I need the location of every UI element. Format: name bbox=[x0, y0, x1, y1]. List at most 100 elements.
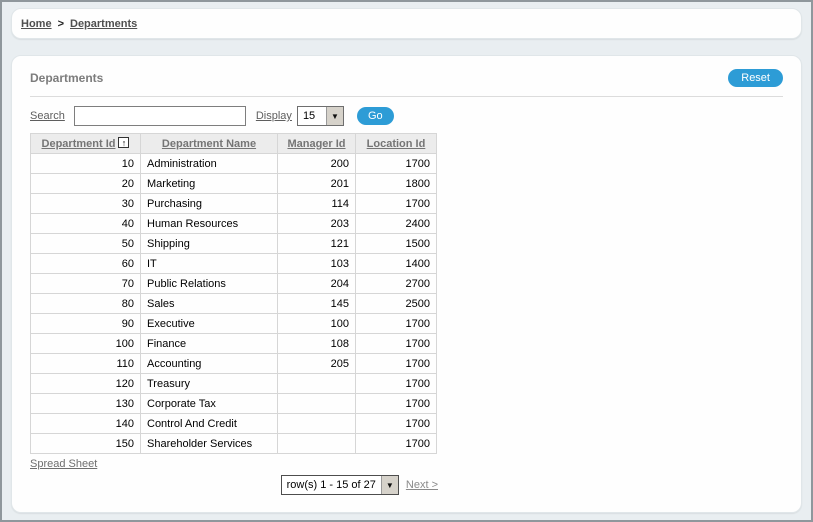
table-cell: Executive bbox=[140, 313, 278, 334]
table-cell: 150 bbox=[30, 433, 141, 454]
sort-ascending-icon[interactable]: ↑ bbox=[118, 137, 130, 148]
search-input[interactable] bbox=[73, 106, 246, 126]
column-header-label: Location Id bbox=[366, 137, 426, 150]
table-cell: Shareholder Services bbox=[140, 433, 278, 454]
breadcrumb-link-departments[interactable]: Departments bbox=[70, 17, 138, 30]
column-header-label: Manager Id bbox=[287, 137, 346, 150]
display-select[interactable]: 15 ▼ bbox=[296, 106, 344, 126]
table-row: 130 Corporate Tax 1700 bbox=[30, 393, 437, 414]
table-cell: 121 bbox=[277, 233, 356, 254]
table-cell: 130 bbox=[30, 393, 141, 414]
display-label[interactable]: Display bbox=[255, 110, 292, 122]
table-cell: 1700 bbox=[355, 393, 437, 414]
table-header-row: Department Id ↑ Department Name Manager I… bbox=[30, 133, 437, 154]
table-cell: 1500 bbox=[355, 233, 437, 254]
column-header-department-name[interactable]: Department Name bbox=[140, 133, 278, 154]
table-cell: 1800 bbox=[355, 173, 437, 194]
table-cell: Control And Credit bbox=[140, 413, 278, 434]
search-label[interactable]: Search bbox=[30, 110, 65, 122]
search-toolbar: Search Display 15 ▼ Go bbox=[30, 106, 783, 126]
table-cell: 70 bbox=[30, 273, 141, 294]
table-cell: 108 bbox=[277, 333, 356, 354]
table-row: 50 Shipping 121 1500 bbox=[30, 233, 437, 254]
reset-button[interactable]: Reset bbox=[728, 69, 783, 87]
table-cell: IT bbox=[140, 253, 278, 274]
table-cell: 2700 bbox=[355, 273, 437, 294]
region-title-divider bbox=[30, 96, 783, 97]
table-cell: Shipping bbox=[140, 233, 278, 254]
column-header-label: Department Name bbox=[161, 137, 257, 150]
table-cell: 50 bbox=[30, 233, 141, 254]
table-cell: 1700 bbox=[355, 313, 437, 334]
table-cell: 1700 bbox=[355, 413, 437, 434]
table-cell: Corporate Tax bbox=[140, 393, 278, 414]
table-cell: Human Resources bbox=[140, 213, 278, 234]
table-cell: 10 bbox=[30, 153, 141, 174]
region-header: Departments Reset bbox=[30, 56, 783, 87]
table-cell: Accounting bbox=[140, 353, 278, 374]
breadcrumb-separator: > bbox=[57, 17, 64, 30]
table-cell: Purchasing bbox=[140, 193, 278, 214]
breadcrumb-link-home[interactable]: Home bbox=[21, 17, 52, 30]
departments-region: Departments Reset Search Display 15 ▼ Go… bbox=[11, 55, 802, 513]
column-header-department-id[interactable]: Department Id ↑ bbox=[30, 133, 141, 154]
table-row: 20 Marketing 201 1800 bbox=[30, 173, 437, 194]
table-row: 120 Treasury 1700 bbox=[30, 373, 437, 394]
table-cell: Finance bbox=[140, 333, 278, 354]
table-row: 30 Purchasing 114 1700 bbox=[30, 193, 437, 214]
table-cell bbox=[277, 433, 356, 454]
table-cell: 2500 bbox=[355, 293, 437, 314]
go-button[interactable]: Go bbox=[356, 107, 394, 125]
table-cell: 60 bbox=[30, 253, 141, 274]
table-cell: 20 bbox=[30, 173, 141, 194]
breadcrumb: Home > Departments bbox=[11, 8, 802, 39]
table-row: 150 Shareholder Services 1700 bbox=[30, 433, 437, 454]
table-row: 100 Finance 108 1700 bbox=[30, 333, 437, 354]
table-cell bbox=[277, 373, 356, 394]
column-header-manager-id[interactable]: Manager Id bbox=[277, 133, 356, 154]
table-cell: 1700 bbox=[355, 353, 437, 374]
table-cell: 140 bbox=[30, 413, 141, 434]
table-row: 80 Sales 145 2500 bbox=[30, 293, 437, 314]
table-cell: Marketing bbox=[140, 173, 278, 194]
table-cell: Sales bbox=[140, 293, 278, 314]
table-cell: 1700 bbox=[355, 153, 437, 174]
table-cell: Public Relations bbox=[140, 273, 278, 294]
table-cell: 1700 bbox=[355, 373, 437, 394]
table-cell: 201 bbox=[277, 173, 356, 194]
chevron-down-icon: ▼ bbox=[325, 107, 343, 125]
table-cell: 1700 bbox=[355, 333, 437, 354]
table-cell: 103 bbox=[277, 253, 356, 274]
table-row: 10 Administration 200 1700 bbox=[30, 153, 437, 174]
table-cell bbox=[277, 393, 356, 414]
display-select-value: 15 bbox=[302, 110, 316, 122]
table-cell: 1700 bbox=[355, 433, 437, 454]
table-cell: 203 bbox=[277, 213, 356, 234]
table-cell: 2400 bbox=[355, 213, 437, 234]
pagination-select[interactable]: row(s) 1 - 15 of 27 ▼ bbox=[280, 475, 399, 495]
table-cell: 114 bbox=[277, 193, 356, 214]
column-header-location-id[interactable]: Location Id bbox=[355, 133, 437, 154]
table-cell: 80 bbox=[30, 293, 141, 314]
table-row: 90 Executive 100 1700 bbox=[30, 313, 437, 334]
table-cell: 1400 bbox=[355, 253, 437, 274]
table-cell: 100 bbox=[30, 333, 141, 354]
table-cell: 110 bbox=[30, 353, 141, 374]
table-cell: 204 bbox=[277, 273, 356, 294]
table-row: 140 Control And Credit 1700 bbox=[30, 413, 437, 434]
table-cell: 100 bbox=[277, 313, 356, 334]
spread-sheet-link[interactable]: Spread Sheet bbox=[30, 458, 98, 470]
chevron-down-icon: ▼ bbox=[380, 476, 398, 494]
table-row: 70 Public Relations 204 2700 bbox=[30, 273, 437, 294]
region-title: Departments bbox=[30, 71, 104, 85]
table-cell: 90 bbox=[30, 313, 141, 334]
table-row: 110 Accounting 205 1700 bbox=[30, 353, 437, 374]
table-cell bbox=[277, 413, 356, 434]
table-row: 60 IT 103 1400 bbox=[30, 253, 437, 274]
table-cell: 30 bbox=[30, 193, 141, 214]
table-cell: 120 bbox=[30, 373, 141, 394]
next-page-link[interactable]: Next > bbox=[405, 479, 438, 491]
pagination-select-value: row(s) 1 - 15 of 27 bbox=[286, 479, 376, 491]
table-cell: 205 bbox=[277, 353, 356, 374]
departments-table: Department Id ↑ Department Name Manager I… bbox=[30, 133, 437, 454]
